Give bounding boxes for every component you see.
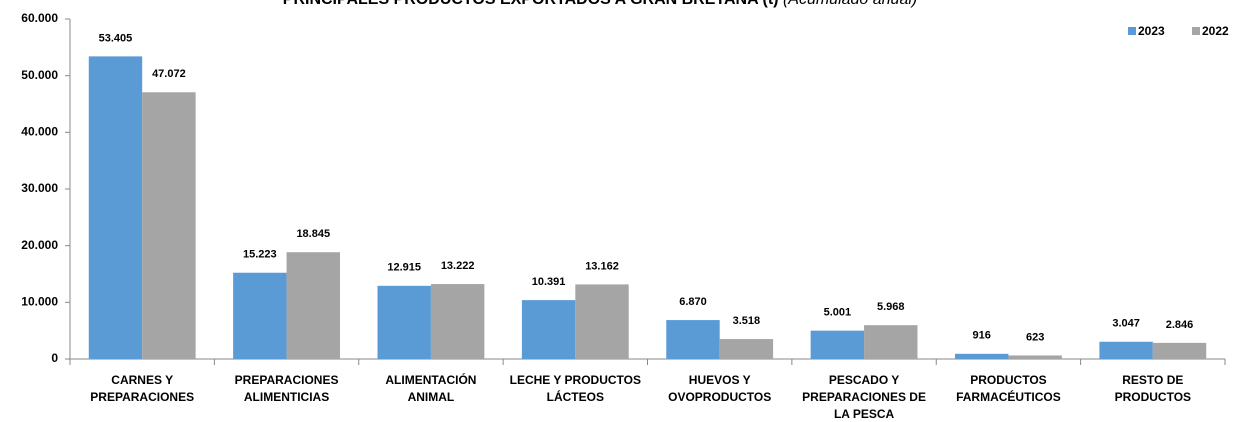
value-label: 6.870	[679, 296, 707, 308]
x-tick-label: ALIMENTACIÓN ANIMAL	[385, 373, 477, 404]
bar	[521, 300, 576, 359]
bar	[377, 285, 431, 359]
bar	[810, 330, 865, 359]
bar	[864, 325, 918, 359]
value-label: 3.518	[733, 315, 761, 327]
legend-label: 2022	[1202, 24, 1229, 38]
x-tick-label: HUEVOS Y OVOPRODUCTOS	[668, 373, 772, 404]
legend-swatch	[1128, 27, 1136, 35]
y-tick-label: 0	[51, 351, 58, 365]
value-label: 18.845	[296, 228, 330, 240]
subtitle: (Acumulado anual)	[783, 0, 917, 8]
title: PRINCIPALES PRODUCTOS EXPORTADOS A GRAN …	[283, 0, 779, 8]
bar	[88, 56, 143, 359]
y-tick-label: 10.000	[21, 295, 58, 309]
value-label: 10.391	[532, 276, 566, 288]
y-tick-label: 20.000	[21, 238, 58, 252]
x-tick-label: PREPARACIONES ALIMENTICIAS	[234, 373, 339, 404]
legend-label: 2023	[1138, 24, 1165, 38]
bar	[430, 284, 485, 359]
x-tick-label: CARNES Y PREPARACIONES	[90, 373, 195, 404]
chart-title: PRINCIPALES PRODUCTOS EXPORTADOS A GRAN …	[283, 0, 917, 8]
bar	[719, 339, 774, 359]
x-tick-label: PRODUCTOS FARMACÉUTICOS	[956, 373, 1061, 404]
value-label: 13.162	[585, 260, 619, 272]
legend-swatch	[1192, 27, 1200, 35]
bar	[233, 272, 287, 359]
value-label: 916	[973, 330, 991, 342]
x-tick-label: LECHE Y PRODUCTOS LÁCTEOS	[509, 373, 641, 404]
value-label: 47.072	[152, 68, 186, 80]
value-label: 53.405	[99, 32, 133, 44]
bar	[1099, 341, 1153, 359]
bar	[575, 284, 629, 359]
y-tick-label: 60.000	[21, 11, 58, 25]
y-tick-label: 50.000	[21, 68, 58, 82]
bar	[142, 92, 196, 359]
x-tick-label: RESTO DE PRODUCTOS	[1114, 373, 1192, 404]
bar	[1008, 355, 1062, 359]
value-label: 13.222	[441, 260, 475, 272]
value-label: 12.915	[387, 262, 421, 274]
x-tick-label: PESCADO Y PREPARACIONES DE LA PESCA	[802, 373, 926, 421]
y-tick-label: 40.000	[21, 125, 58, 139]
y-tick-label: 30.000	[21, 181, 58, 195]
bar	[955, 353, 1009, 359]
value-label: 5.968	[877, 301, 905, 313]
value-label: 5.001	[824, 307, 852, 319]
value-label: 623	[1026, 331, 1044, 343]
bar	[666, 320, 720, 359]
bar	[286, 252, 340, 359]
value-label: 2.846	[1166, 319, 1194, 331]
bar	[1152, 342, 1207, 359]
value-label: 15.223	[243, 249, 277, 261]
value-label: 3.047	[1112, 318, 1140, 330]
